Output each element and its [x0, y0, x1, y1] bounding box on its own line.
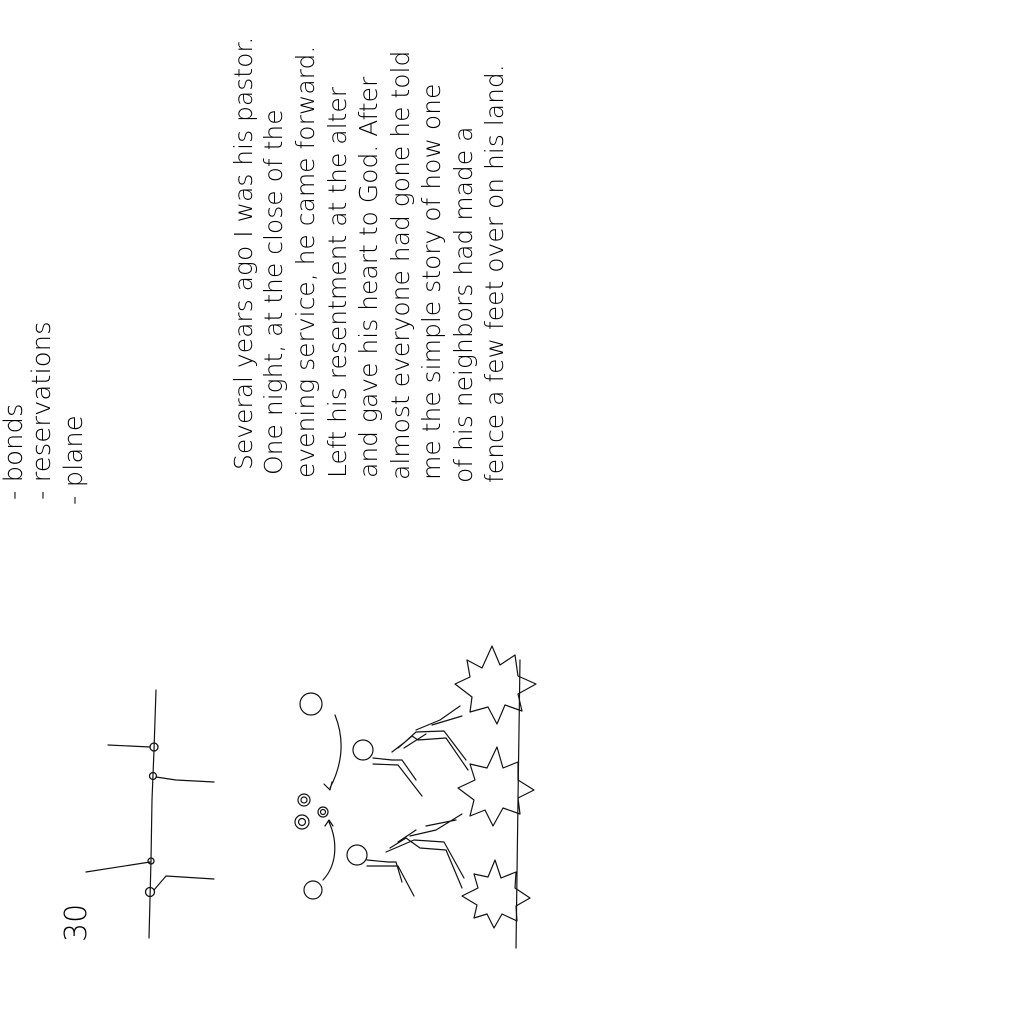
cluster-dot-2-inner	[319, 808, 327, 816]
cluster-dot-3	[294, 814, 310, 830]
spiky-star-top	[454, 645, 537, 725]
paragraph-line-4: Left his resentment at the alter	[323, 86, 352, 478]
paragraph-line-2: One night, at the close of the	[259, 109, 288, 475]
diagram-node-1	[149, 742, 159, 752]
handwritten-paragraph: Several years ago I was his pastor. One …	[229, 37, 509, 483]
diagram-branch-4	[153, 875, 215, 891]
diagram-node-4	[144, 886, 156, 898]
paragraph-line-8: of his neighbors had made a	[449, 127, 478, 483]
diagram-node-2	[148, 771, 158, 781]
figure-arms-2	[366, 813, 465, 897]
notes-list: - bonds - reservations - plane	[0, 321, 89, 505]
branch-diagram	[85, 689, 215, 939]
arrow-down	[323, 714, 342, 791]
paragraph-line-7: me the simple story of how one	[417, 84, 446, 480]
list-item-bonds: - bonds	[0, 403, 29, 500]
spiky-star-bottom	[461, 859, 531, 929]
paragraph-line-6: almost everyone had gone he told	[386, 51, 415, 480]
arrow-doodle	[294, 692, 342, 900]
figures-doodle	[346, 645, 537, 949]
cluster-dot-1-inner	[300, 796, 308, 804]
cluster-dot-2	[317, 806, 329, 818]
diagram-node-3	[147, 857, 155, 865]
paragraph-line-1: Several years ago I was his pastor.	[229, 37, 258, 470]
paragraph-line-3: evening service, he came forward.	[291, 46, 320, 478]
list-item-reservations: - reservations	[27, 321, 57, 500]
page-number: 30	[59, 904, 94, 942]
paragraph-line-9: fence a few feet over on his land.	[480, 64, 509, 483]
figure-head-1	[352, 739, 374, 761]
diagram-branch-1	[107, 744, 151, 748]
diagram-trunk-line	[148, 689, 157, 939]
figure-head-2	[346, 844, 368, 866]
figure-arms-1	[372, 705, 469, 797]
list-item-plane: - plane	[59, 415, 89, 505]
paragraph-line-5: and gave his heart to God. After	[354, 76, 383, 478]
cluster-dot-3-inner	[297, 817, 307, 827]
arrow-up	[322, 819, 336, 881]
spiky-star-middle	[457, 746, 535, 827]
diagram-branch-2	[155, 776, 215, 783]
cluster-dot-1	[297, 793, 311, 807]
diagram-branch-3	[85, 861, 151, 873]
top-circle	[299, 692, 323, 716]
bottom-circle	[303, 880, 323, 900]
